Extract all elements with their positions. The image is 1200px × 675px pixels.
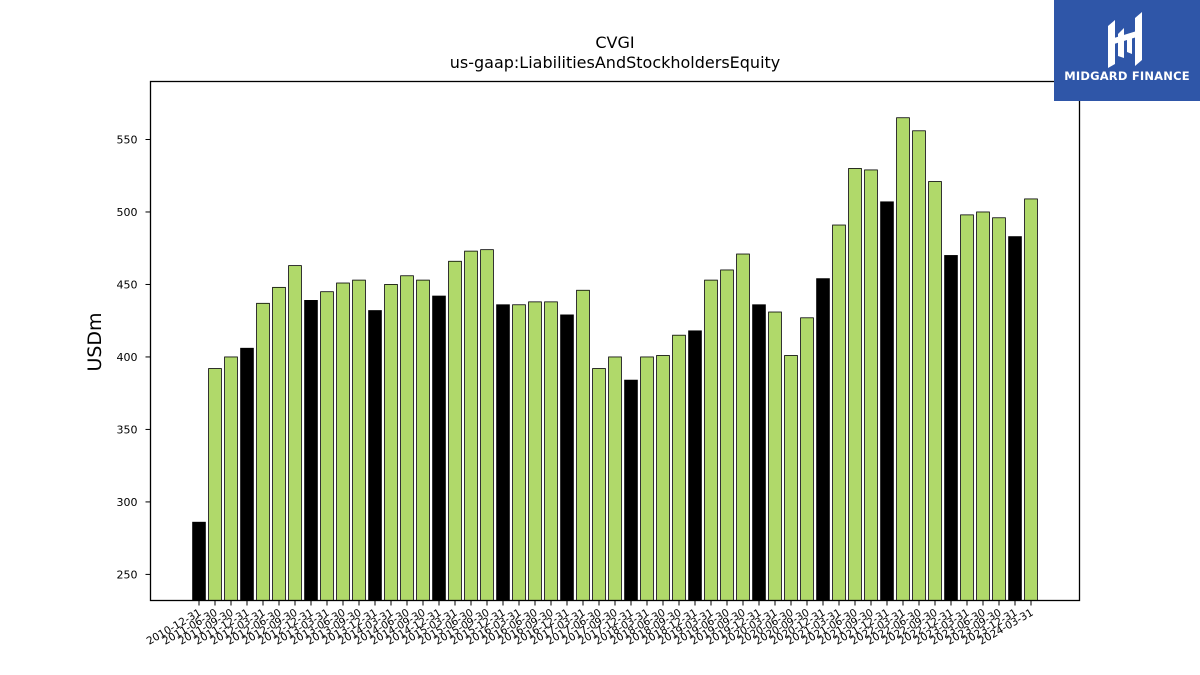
bar-2018-12-31 [688, 330, 702, 601]
y-tick-label: 250 [117, 568, 138, 581]
bar-2016-09-30 [544, 301, 558, 601]
bar-2019-09-30 [736, 253, 750, 601]
bar-2021-09-30 [864, 169, 878, 601]
bar-2023-12-31 [1008, 236, 1022, 601]
y-tick-label: 300 [117, 496, 138, 509]
bar-2011-12-31 [240, 347, 254, 601]
bar-2015-09-30 [480, 249, 494, 601]
bar-2017-03-31 [576, 289, 590, 601]
y-axis: 250 300 350 400 450 500 550 [117, 133, 151, 581]
bar-2021-12-31 [880, 201, 894, 601]
bar-2015-03-31 [448, 260, 462, 601]
bar-2012-06-30 [272, 286, 286, 601]
bar-2024-03-31 [1024, 198, 1038, 601]
y-tick-label: 400 [117, 351, 138, 364]
bar-2019-06-30 [720, 269, 734, 601]
y-tick-label: 550 [117, 133, 138, 146]
bar-2021-06-30 [848, 168, 862, 601]
bar-2023-06-30 [976, 211, 990, 601]
bar-2012-12-31 [304, 300, 318, 601]
bar-2013-06-30 [336, 282, 350, 601]
bar-2020-03-31 [768, 311, 782, 601]
bar-2013-09-30 [352, 279, 366, 601]
bar-2022-12-31 [944, 255, 958, 601]
bar-2023-09-30 [992, 217, 1006, 601]
y-tick-label: 450 [117, 278, 138, 291]
bar-2012-09-30 [288, 265, 302, 601]
bar-2011-06-30 [208, 368, 222, 601]
bar-2017-09-30 [608, 356, 622, 601]
y-tick-label: 500 [117, 206, 138, 219]
y-tick-label: 350 [117, 423, 138, 436]
bar-2022-03-31 [896, 117, 910, 601]
bar-2023-03-31 [960, 214, 974, 601]
y-axis-label: USDm [84, 312, 106, 371]
bar-2019-03-31 [704, 279, 718, 601]
bar-2013-12-31 [368, 310, 382, 601]
logo-text: MIDGARD FINANCE [1064, 69, 1190, 83]
bar-2015-12-31 [496, 304, 510, 601]
bar-2017-06-30 [592, 368, 606, 601]
bar-2015-06-30 [464, 250, 478, 601]
x-axis: 2010-12-312011-06-302011-09-302011-12-31… [145, 600, 1036, 648]
brand-logo: MIDGARD FINANCE [1054, 0, 1200, 101]
bar-2018-06-30 [656, 355, 670, 601]
bar-2014-09-30 [416, 279, 430, 601]
midgard-logo-icon [1108, 12, 1142, 68]
bar-2013-03-31 [320, 291, 334, 601]
chart-subtitle: us-gaap:LiabilitiesAndStockholdersEquity [450, 53, 781, 72]
bar-2014-06-30 [400, 275, 414, 601]
bars-group [192, 117, 1038, 601]
bar-2019-12-31 [752, 304, 766, 601]
bar-2020-06-30 [784, 355, 798, 601]
chart-title: CVGI [595, 33, 634, 52]
bar-2012-03-31 [256, 302, 270, 601]
bar-2011-09-30 [224, 356, 238, 601]
bar-2020-12-31 [816, 278, 830, 601]
bar-2022-09-30 [928, 181, 942, 601]
bar-2016-12-31 [560, 314, 574, 601]
bar-2014-03-31 [384, 284, 398, 601]
bar-2010-12-31 [192, 521, 206, 601]
bar-2016-03-31 [512, 304, 526, 601]
bar-2020-09-30 [800, 317, 814, 601]
plot-frame [149, 80, 1081, 602]
bar-2017-12-31 [624, 379, 638, 601]
bar-2018-03-31 [640, 356, 654, 601]
bar-2016-06-30 [528, 301, 542, 601]
bar-2022-06-30 [912, 130, 926, 601]
bar-2018-09-30 [672, 334, 686, 601]
bar-2021-03-31 [832, 224, 846, 601]
bar-2014-12-31 [432, 295, 446, 601]
